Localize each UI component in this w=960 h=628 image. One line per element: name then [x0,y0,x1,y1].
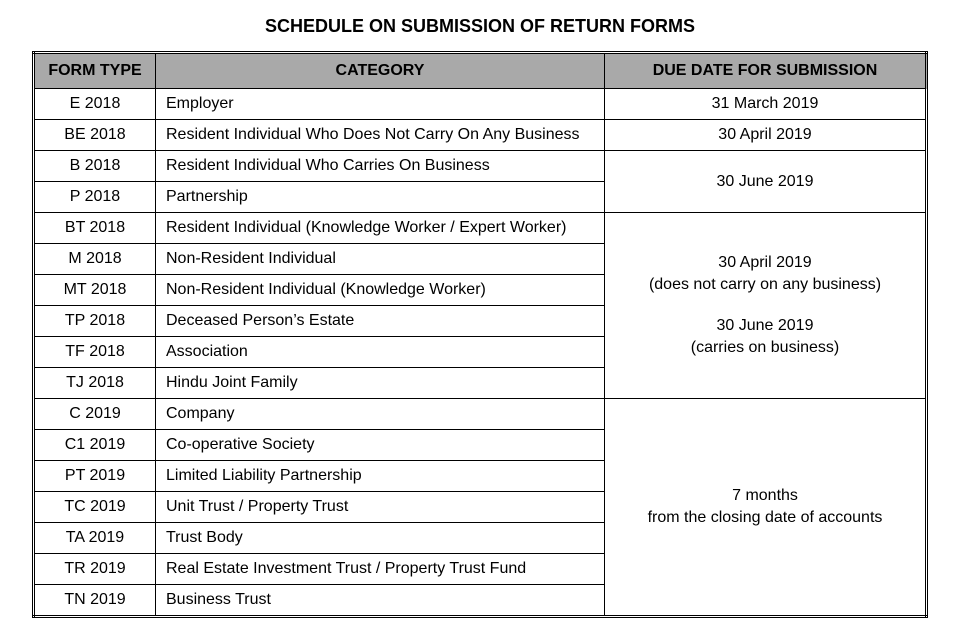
due-line: (carries on business) [615,337,915,359]
cell-form: E 2018 [34,89,156,120]
due-line: 30 April 2019 [615,252,915,274]
cell-form: P 2018 [34,182,156,213]
cell-form: TF 2018 [34,337,156,368]
col-header-due: DUE DATE FOR SUBMISSION [605,53,927,89]
col-header-form: FORM TYPE [34,53,156,89]
cell-category: Resident Individual Who Carries On Busin… [156,151,605,182]
due-line: 30 June 2019 [615,315,915,337]
table-row: C 2019 Company 7 months from the closing… [34,399,927,430]
cell-form: C 2019 [34,399,156,430]
cell-due-merged: 30 April 2019 (does not carry on any bus… [605,213,927,399]
cell-form: B 2018 [34,151,156,182]
cell-category: Limited Liability Partnership [156,461,605,492]
cell-due: 30 April 2019 [605,120,927,151]
table-row: E 2018 Employer 31 March 2019 [34,89,927,120]
schedule-table: FORM TYPE CATEGORY DUE DATE FOR SUBMISSI… [32,51,928,618]
cell-category: Hindu Joint Family [156,368,605,399]
cell-form: BE 2018 [34,120,156,151]
cell-category: Association [156,337,605,368]
cell-category: Partnership [156,182,605,213]
due-line: from the closing date of accounts [615,507,915,529]
cell-category: Resident Individual Who Does Not Carry O… [156,120,605,151]
cell-form: PT 2019 [34,461,156,492]
cell-form: TC 2019 [34,492,156,523]
cell-category: Unit Trust / Property Trust [156,492,605,523]
col-header-category: CATEGORY [156,53,605,89]
page: SCHEDULE ON SUBMISSION OF RETURN FORMS F… [0,0,960,618]
cell-form: C1 2019 [34,430,156,461]
cell-category: Resident Individual (Knowledge Worker / … [156,213,605,244]
cell-form: BT 2018 [34,213,156,244]
cell-category: Co-operative Society [156,430,605,461]
cell-due: 31 March 2019 [605,89,927,120]
cell-form: TA 2019 [34,523,156,554]
cell-category: Deceased Person’s Estate [156,306,605,337]
cell-form: MT 2018 [34,275,156,306]
cell-category: Business Trust [156,585,605,617]
spacer [615,297,915,315]
cell-form: TN 2019 [34,585,156,617]
cell-form: TR 2019 [34,554,156,585]
table-header-row: FORM TYPE CATEGORY DUE DATE FOR SUBMISSI… [34,53,927,89]
cell-due-merged: 7 months from the closing date of accoun… [605,399,927,617]
page-title: SCHEDULE ON SUBMISSION OF RETURN FORMS [32,16,928,37]
cell-category: Trust Body [156,523,605,554]
due-line: 7 months [615,485,915,507]
table-row: BT 2018 Resident Individual (Knowledge W… [34,213,927,244]
cell-form: TP 2018 [34,306,156,337]
cell-category: Non-Resident Individual [156,244,605,275]
cell-category: Real Estate Investment Trust / Property … [156,554,605,585]
cell-form: M 2018 [34,244,156,275]
cell-category: Company [156,399,605,430]
table-row: BE 2018 Resident Individual Who Does Not… [34,120,927,151]
cell-due-merged: 30 June 2019 [605,151,927,213]
cell-form: TJ 2018 [34,368,156,399]
cell-category: Employer [156,89,605,120]
cell-category: Non-Resident Individual (Knowledge Worke… [156,275,605,306]
due-line: (does not carry on any business) [615,274,915,296]
table-row: B 2018 Resident Individual Who Carries O… [34,151,927,182]
